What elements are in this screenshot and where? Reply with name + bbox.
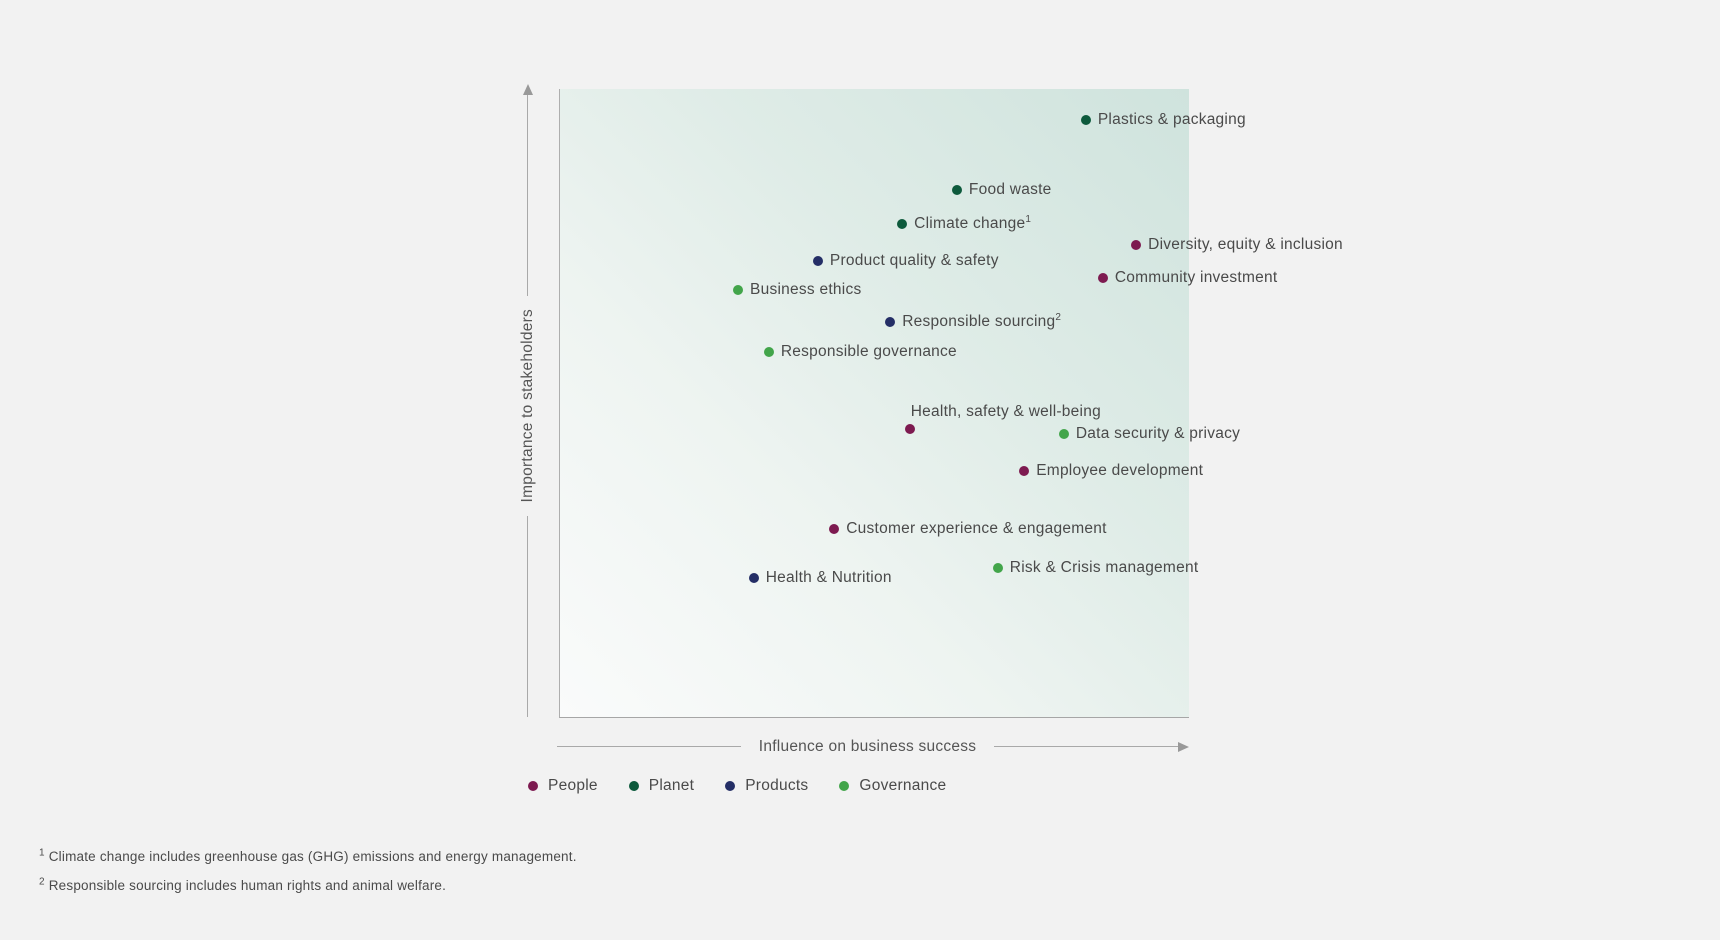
data-point-dot-icon — [885, 316, 896, 327]
data-point-label: Customer experience & engagement — [846, 520, 1107, 538]
data-point-label: Diversity, equity & inclusion — [1148, 235, 1343, 253]
y-axis: Importance to stakeholders — [518, 84, 536, 717]
data-point-label: Climate change1 — [914, 213, 1032, 233]
data-point-label: Community investment — [1114, 269, 1278, 287]
data-point-label: Business ethics — [750, 280, 862, 298]
data-point-dot-icon — [733, 284, 743, 295]
footnote: 2 Responsible sourcing includes human ri… — [39, 876, 447, 893]
legend-item: Planet — [628, 776, 695, 795]
data-point-dot-icon — [1019, 465, 1030, 476]
data-point-dot-icon — [992, 563, 1003, 574]
legend-label: Planet — [648, 776, 695, 794]
data-point-label: Plastics & packaging — [1097, 110, 1246, 128]
x-axis-line-left — [557, 746, 741, 747]
plot-area: Plastics & packaging Food waste Climate ch… — [559, 89, 1343, 718]
data-point-dot-icon — [897, 219, 908, 230]
x-axis: Influence on business success — [557, 737, 1190, 755]
data-point-dot-icon — [763, 347, 774, 358]
legend-label: Products — [745, 776, 809, 794]
data-point-label: Employee development — [1036, 461, 1204, 479]
legend-label: Governance — [859, 776, 947, 794]
legend-dot-icon — [725, 780, 736, 791]
data-point-label: Health & Nutrition — [765, 569, 892, 587]
data-point-label: Responsible sourcing2 — [902, 311, 1062, 330]
y-axis-line-top — [527, 95, 528, 297]
legend-dot-icon — [839, 780, 850, 791]
data-point-dot-icon — [1097, 273, 1108, 284]
y-axis-label: Importance to stakeholders — [518, 309, 536, 503]
footnote: 1 Climate change includes greenhouse gas… — [39, 847, 577, 864]
data-point-dot-icon — [1080, 114, 1091, 125]
data-point-dot-icon — [951, 185, 962, 196]
data-point-label: Data security & privacy — [1075, 424, 1241, 442]
legend-label: People — [548, 776, 598, 794]
legend: People Planet Products Governance — [528, 776, 946, 795]
x-axis-line-right — [994, 746, 1179, 747]
data-point-dot-icon — [1131, 239, 1142, 250]
data-point-label: Responsible governance — [780, 343, 957, 361]
data-point-label: Food waste — [968, 181, 1052, 199]
data-point-dot-icon — [904, 423, 915, 434]
data-point-dot-icon — [748, 573, 759, 584]
legend-dot-icon — [628, 780, 639, 791]
x-axis-arrow-icon — [1178, 741, 1190, 752]
data-point-dot-icon — [829, 524, 840, 535]
y-axis-line-bottom — [527, 515, 528, 717]
data-point-dot-icon — [812, 256, 823, 267]
x-axis-label: Influence on business success — [758, 737, 977, 755]
y-axis-arrow-icon — [522, 84, 533, 95]
legend-item: Governance — [839, 777, 946, 795]
legend-dot-icon — [528, 780, 538, 791]
footnotes: 1 Climate change includes greenhouse gas… — [39, 847, 577, 905]
legend-item: Products — [725, 777, 808, 795]
data-point-label: Product quality & safety — [829, 252, 999, 270]
data-point-label: Health, safety & well-being — [910, 402, 1101, 420]
data-point-label: Risk & Crisis management — [1009, 559, 1199, 577]
legend-item: People — [528, 777, 598, 795]
data-point-dot-icon — [1058, 428, 1069, 439]
